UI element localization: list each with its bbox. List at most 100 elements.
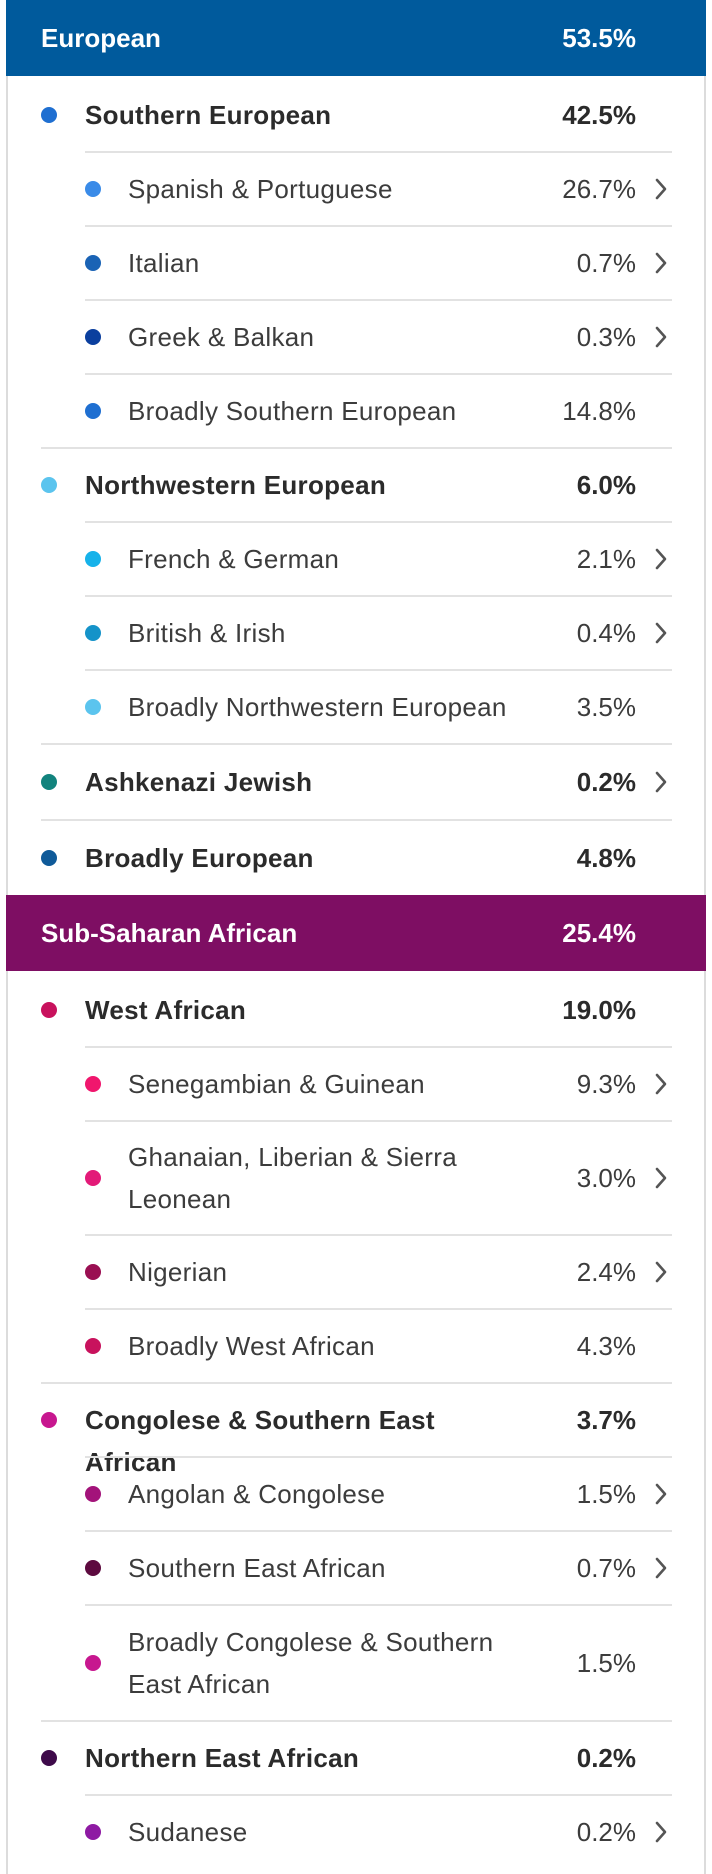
row-divider [41, 1382, 672, 1384]
subregion-row-angolan-and-congolese[interactable]: Angolan & Congolese 1.5% [0, 1457, 712, 1532]
row-percent: 1.5% [576, 1479, 636, 1509]
row-label: Senegambian & Guinean [128, 1069, 425, 1099]
row-label: Broadly Northwestern European [128, 692, 507, 722]
row-divider [85, 669, 672, 671]
row-percent: 26.7% [562, 174, 636, 204]
region-row-northwestern-european: Northwestern European 6.0% [0, 448, 712, 523]
row-label: Angolan & Congolese [128, 1479, 386, 1509]
row-percent: 0.3% [576, 322, 636, 352]
row-label: Ghanaian, Liberian & Sierra Leonean [128, 1136, 568, 1220]
chevron-right-icon[interactable] [648, 324, 674, 350]
row-percent: 0.2% [576, 767, 636, 797]
row-percent: 0.2% [576, 1743, 636, 1773]
row-percent: 9.3% [576, 1069, 636, 1099]
category-percent: 25.4% [562, 918, 636, 948]
category-header-european: European 53.5% [6, 0, 706, 76]
color-dot-icon [85, 551, 101, 567]
row-divider [85, 373, 672, 375]
region-row-ashkenazi-jewish[interactable]: Ashkenazi Jewish 0.2% [0, 744, 712, 821]
chevron-right-icon[interactable] [648, 1071, 674, 1097]
color-dot-icon [85, 1655, 101, 1671]
row-label: Broadly Congolese & Southern East African [128, 1621, 568, 1705]
row-percent: 3.7% [576, 1405, 636, 1435]
row-percent: 3.5% [576, 692, 636, 722]
color-dot-icon [41, 107, 57, 123]
row-divider [85, 225, 672, 227]
row-label-line-1: Ghanaian, Liberian & Sierra [128, 1142, 457, 1172]
row-divider [85, 1604, 672, 1606]
row-divider [85, 1046, 672, 1048]
row-percent: 2.1% [576, 544, 636, 574]
row-label: Spanish & Portuguese [128, 174, 393, 204]
chevron-right-icon[interactable] [648, 1481, 674, 1507]
row-label: Nigerian [128, 1257, 228, 1287]
row-label: Greek & Balkan [128, 322, 315, 352]
subregion-row-greek-and-balkan[interactable]: Greek & Balkan 0.3% [0, 300, 712, 375]
row-label: Sudanese [128, 1817, 248, 1847]
subregion-row-italian[interactable]: Italian 0.7% [0, 226, 712, 301]
row-label: Northern East African [85, 1743, 360, 1773]
color-dot-icon [85, 1486, 101, 1502]
chevron-right-icon[interactable] [648, 1259, 674, 1285]
region-row-west-african: West African 19.0% [0, 973, 712, 1048]
subregion-row-french-and-german[interactable]: French & German 2.1% [0, 522, 712, 597]
subregion-row-senegambian-and-guinean[interactable]: Senegambian & Guinean 9.3% [0, 1047, 712, 1122]
color-dot-icon [85, 1338, 101, 1354]
region-row-northern-east-african: Northern East African 0.2% [0, 1721, 712, 1796]
row-divider [41, 819, 672, 821]
row-divider [85, 1794, 672, 1796]
color-dot-icon [41, 774, 57, 790]
color-dot-icon [85, 1264, 101, 1280]
row-label: Southern East African [128, 1553, 386, 1583]
row-divider [85, 521, 672, 523]
row-label: Northwestern European [85, 470, 387, 500]
row-divider [85, 299, 672, 301]
region-row-southern-european: Southern European 42.5% [0, 78, 712, 153]
color-dot-icon [85, 181, 101, 197]
row-label: Southern European [85, 100, 332, 130]
subregion-row-broadly-west-african: Broadly West African 4.3% [0, 1309, 712, 1384]
row-divider [85, 151, 672, 153]
chevron-right-icon[interactable] [648, 546, 674, 572]
color-dot-icon [85, 403, 101, 419]
row-divider [41, 743, 672, 745]
row-percent: 0.4% [576, 618, 636, 648]
color-dot-icon [85, 1170, 101, 1186]
row-percent: 3.0% [576, 1163, 636, 1193]
color-dot-icon [85, 329, 101, 345]
chevron-right-icon[interactable] [648, 1555, 674, 1581]
subregion-row-southern-east-african[interactable]: Southern East African 0.7% [0, 1531, 712, 1606]
row-label: British & Irish [128, 618, 286, 648]
chevron-right-icon[interactable] [648, 769, 674, 795]
subregion-row-nigerian[interactable]: Nigerian 2.4% [0, 1235, 712, 1310]
row-divider [85, 1120, 672, 1122]
chevron-right-icon[interactable] [648, 620, 674, 646]
color-dot-icon [41, 1750, 57, 1766]
chevron-right-icon[interactable] [648, 1165, 674, 1191]
row-percent: 2.4% [576, 1257, 636, 1287]
subregion-row-spanish-and-portuguese[interactable]: Spanish & Portuguese 26.7% [0, 152, 712, 227]
row-label: West African [85, 995, 247, 1025]
chevron-right-icon[interactable] [648, 250, 674, 276]
subregion-row-ghanaian-liberian-and-sierra[interactable]: Ghanaian, Liberian & Sierra Leonean 3.0% [0, 1121, 712, 1236]
subregion-row-british-and-irish[interactable]: British & Irish 0.4% [0, 596, 712, 671]
color-dot-icon [85, 625, 101, 641]
row-divider [41, 1720, 672, 1722]
color-dot-icon [41, 1412, 57, 1428]
row-percent: 1.5% [576, 1648, 636, 1678]
color-dot-icon [41, 477, 57, 493]
chevron-right-icon[interactable] [648, 1819, 674, 1845]
row-divider [85, 1456, 672, 1458]
row-label: Ashkenazi Jewish [85, 767, 313, 797]
row-divider [85, 1308, 672, 1310]
category-header-sub-saharan-african: Sub-Saharan African 25.4% [6, 895, 706, 971]
row-label: Broadly European [85, 842, 314, 873]
row-percent: 14.8% [562, 396, 636, 426]
subregion-row-sudanese[interactable]: Sudanese 0.2% [0, 1795, 712, 1869]
color-dot-icon [85, 1076, 101, 1092]
chevron-right-icon[interactable] [648, 176, 674, 202]
row-percent: 4.8% [576, 842, 636, 873]
row-label: Broadly West African [128, 1331, 375, 1361]
color-dot-icon [85, 699, 101, 715]
